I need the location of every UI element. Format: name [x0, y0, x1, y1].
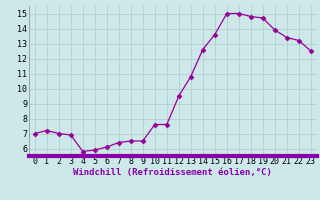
X-axis label: Windchill (Refroidissement éolien,°C): Windchill (Refroidissement éolien,°C) [73, 168, 272, 177]
